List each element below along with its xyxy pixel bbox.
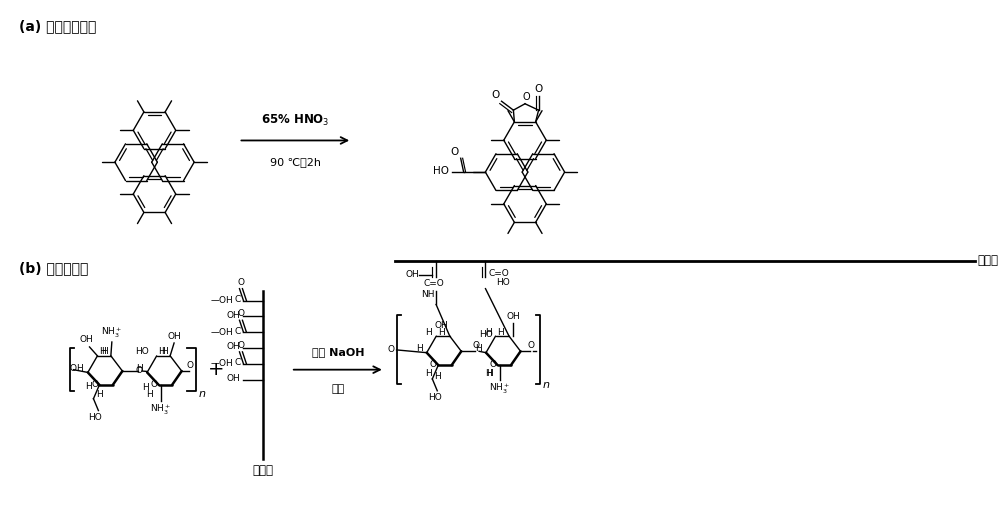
Text: —OH: —OH xyxy=(211,328,234,337)
Text: O: O xyxy=(430,360,437,369)
Text: C: C xyxy=(234,295,240,304)
Text: OH: OH xyxy=(227,311,240,320)
Text: (b) 壳聚糖接枝: (b) 壳聚糖接枝 xyxy=(19,261,89,275)
Text: O: O xyxy=(91,380,98,389)
Text: 滴加 NaOH: 滴加 NaOH xyxy=(312,347,364,357)
Text: OH: OH xyxy=(506,312,520,321)
Text: OH: OH xyxy=(227,342,240,352)
Text: OH: OH xyxy=(167,332,181,341)
Text: H: H xyxy=(146,390,153,399)
Text: H: H xyxy=(486,368,493,378)
Text: H: H xyxy=(426,328,432,337)
Text: O: O xyxy=(491,90,500,100)
Text: O: O xyxy=(450,147,459,157)
Text: O: O xyxy=(472,341,479,350)
Text: O: O xyxy=(187,361,194,370)
Text: C=O: C=O xyxy=(424,279,444,288)
Text: 65% HNO$_3$: 65% HNO$_3$ xyxy=(261,113,330,128)
Text: H: H xyxy=(158,348,165,356)
Text: HO: HO xyxy=(135,348,149,356)
Text: H: H xyxy=(416,344,423,353)
Text: HO: HO xyxy=(89,413,102,421)
Text: —OH: —OH xyxy=(211,359,234,368)
Text: HO: HO xyxy=(433,166,449,176)
Text: H: H xyxy=(485,328,492,337)
Text: H: H xyxy=(475,344,482,353)
Text: NH$_3^+$: NH$_3^+$ xyxy=(101,326,122,340)
Text: H: H xyxy=(438,328,445,337)
Text: HO: HO xyxy=(428,393,442,402)
Text: H: H xyxy=(497,328,504,337)
Text: C: C xyxy=(234,358,240,367)
Text: 90 ℃，2h: 90 ℃，2h xyxy=(270,157,321,167)
Text: +: + xyxy=(208,360,224,379)
Text: O: O xyxy=(135,366,142,375)
Text: H: H xyxy=(76,364,83,373)
Text: H: H xyxy=(136,364,143,373)
Text: OH: OH xyxy=(406,270,419,279)
Text: H: H xyxy=(142,383,149,392)
Text: 吡啶: 吡啶 xyxy=(331,384,344,394)
Text: 碳纤维: 碳纤维 xyxy=(977,254,998,267)
Text: 碳纤维: 碳纤维 xyxy=(253,464,274,477)
Text: H: H xyxy=(426,369,432,378)
Text: C: C xyxy=(234,327,240,336)
Text: HO: HO xyxy=(496,278,510,287)
Text: H: H xyxy=(101,348,108,356)
Text: H: H xyxy=(96,390,103,399)
Text: O: O xyxy=(69,364,76,373)
Text: O: O xyxy=(238,278,245,287)
Text: H: H xyxy=(85,382,91,391)
Text: NH$_3^+$: NH$_3^+$ xyxy=(489,382,510,396)
Text: H: H xyxy=(99,348,106,356)
Text: O: O xyxy=(527,341,534,350)
Text: H: H xyxy=(161,348,167,356)
Text: NH: NH xyxy=(422,290,435,299)
Text: —OH: —OH xyxy=(211,296,234,305)
Text: n: n xyxy=(199,389,206,400)
Text: O: O xyxy=(534,84,543,94)
Text: C=O: C=O xyxy=(488,269,509,278)
Text: H: H xyxy=(434,372,441,381)
Text: n: n xyxy=(543,380,550,390)
Text: OH: OH xyxy=(434,321,448,330)
Text: NH$_3^+$: NH$_3^+$ xyxy=(150,403,171,417)
Text: O: O xyxy=(522,92,530,102)
Text: O: O xyxy=(150,380,157,389)
Text: OH: OH xyxy=(227,374,240,383)
Text: O: O xyxy=(238,309,245,318)
Text: O: O xyxy=(238,341,245,350)
Text: H: H xyxy=(485,369,492,378)
Text: (a) 碳纤维的氧化: (a) 碳纤维的氧化 xyxy=(19,19,97,33)
Text: OH: OH xyxy=(80,335,93,344)
Text: O: O xyxy=(388,345,395,354)
Text: HO: HO xyxy=(479,330,492,339)
Text: O: O xyxy=(489,360,496,369)
